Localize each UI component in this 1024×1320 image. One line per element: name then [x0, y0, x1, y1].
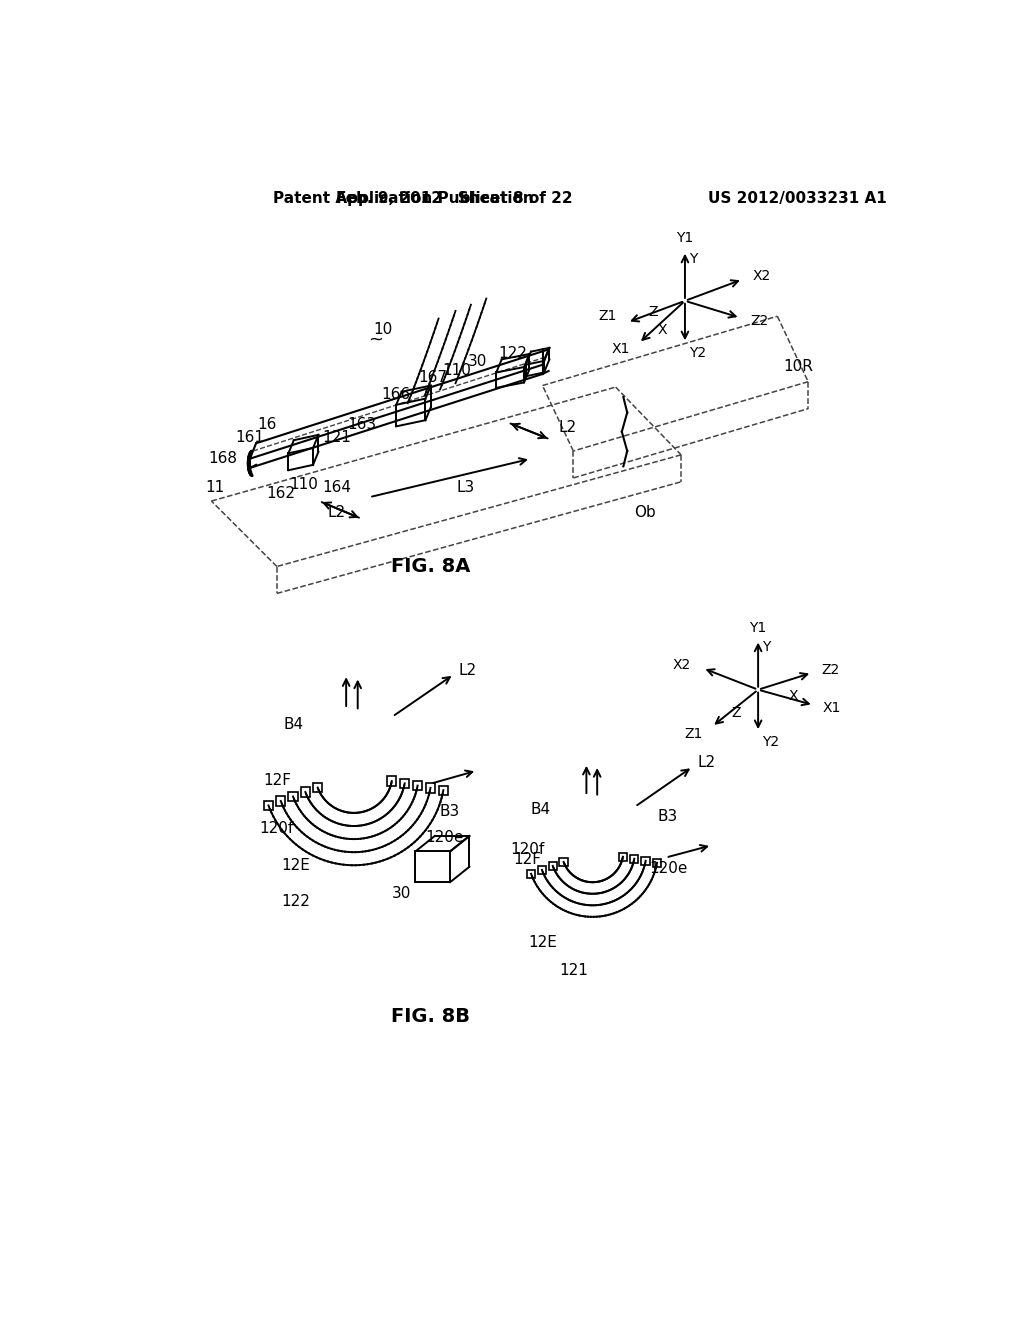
Text: 166: 166 — [382, 387, 411, 403]
Text: 12F: 12F — [263, 774, 291, 788]
Text: 12E: 12E — [528, 935, 557, 950]
Text: 12F: 12F — [513, 851, 541, 867]
Text: 168: 168 — [209, 451, 238, 466]
Text: Y: Y — [689, 252, 697, 265]
Text: X: X — [658, 323, 668, 337]
Text: 10R: 10R — [783, 359, 813, 374]
Text: 122: 122 — [498, 346, 527, 362]
Text: US 2012/0033231 A1: US 2012/0033231 A1 — [708, 191, 887, 206]
Bar — [264, 801, 273, 810]
Text: 164: 164 — [323, 479, 351, 495]
Text: Y2: Y2 — [762, 735, 779, 748]
Bar — [276, 796, 286, 805]
Text: L2: L2 — [697, 755, 716, 771]
Text: Z: Z — [648, 305, 657, 318]
Text: FIG. 8A: FIG. 8A — [391, 557, 471, 576]
Text: B3: B3 — [440, 804, 460, 818]
Bar — [630, 854, 638, 863]
Text: 11: 11 — [205, 479, 224, 495]
Bar — [400, 779, 410, 788]
Text: 110: 110 — [290, 477, 318, 491]
Text: 120e: 120e — [426, 830, 464, 845]
Bar — [641, 857, 650, 865]
Bar — [313, 783, 323, 792]
Text: 121: 121 — [559, 964, 588, 978]
Text: 10: 10 — [373, 322, 392, 337]
Text: L2: L2 — [459, 663, 477, 678]
Bar — [426, 783, 435, 792]
Text: Patent Application Publication: Patent Application Publication — [273, 191, 534, 206]
Text: B4: B4 — [530, 801, 550, 817]
Text: Y1: Y1 — [750, 622, 767, 635]
Text: FIG. 8B: FIG. 8B — [391, 1007, 470, 1027]
Text: X1: X1 — [611, 342, 630, 355]
Text: Ob: Ob — [634, 506, 655, 520]
Text: Y2: Y2 — [689, 346, 706, 360]
Bar — [618, 853, 627, 861]
Text: B3: B3 — [657, 809, 678, 824]
Text: 162: 162 — [266, 486, 295, 500]
Text: 30: 30 — [467, 354, 486, 370]
Bar — [653, 858, 662, 867]
Text: 120f: 120f — [260, 821, 294, 836]
Text: X2: X2 — [672, 659, 690, 672]
Text: X: X — [788, 689, 799, 702]
Text: 30: 30 — [392, 886, 412, 902]
Bar — [301, 788, 310, 797]
Text: Z1: Z1 — [684, 727, 702, 742]
Text: Y: Y — [762, 640, 770, 655]
Text: L2: L2 — [559, 420, 577, 436]
Bar — [527, 870, 536, 878]
Bar — [559, 858, 567, 866]
Text: 12E: 12E — [282, 858, 310, 873]
Bar — [438, 785, 447, 795]
Text: L3: L3 — [457, 480, 475, 495]
Text: Feb. 9, 2012   Sheet 8 of 22: Feb. 9, 2012 Sheet 8 of 22 — [336, 191, 572, 206]
Text: Z2: Z2 — [751, 314, 769, 327]
Bar — [538, 866, 546, 874]
Text: 121: 121 — [323, 430, 351, 445]
Bar — [549, 862, 557, 870]
Text: 163: 163 — [347, 417, 376, 432]
Text: Z: Z — [731, 706, 740, 719]
Text: B4: B4 — [284, 717, 304, 731]
Bar — [413, 781, 422, 791]
Text: 122: 122 — [282, 894, 310, 909]
Text: L2: L2 — [328, 506, 346, 520]
Text: 16: 16 — [257, 417, 276, 432]
Text: 110: 110 — [442, 363, 471, 378]
Bar — [289, 792, 298, 801]
Text: ~: ~ — [368, 330, 383, 348]
Text: Y1: Y1 — [676, 231, 693, 244]
Text: X2: X2 — [753, 269, 771, 284]
Text: 167: 167 — [418, 370, 446, 384]
Text: Z2: Z2 — [821, 663, 840, 677]
Bar — [387, 776, 396, 785]
Text: 120f: 120f — [510, 842, 544, 858]
Text: 161: 161 — [236, 429, 264, 445]
Text: Z1: Z1 — [599, 309, 617, 323]
Text: 120e: 120e — [649, 861, 687, 876]
Text: X1: X1 — [823, 701, 841, 715]
